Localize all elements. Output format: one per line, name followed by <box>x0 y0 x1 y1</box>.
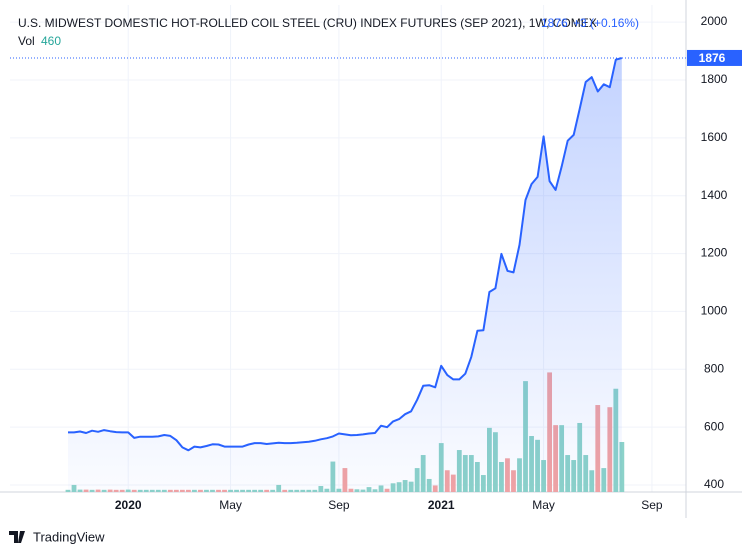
volume-value: 460 <box>41 34 61 48</box>
y-tick-label: 2000 <box>701 14 728 28</box>
y-tick-label: 1800 <box>701 72 728 86</box>
y-tick-label: 1400 <box>701 188 728 202</box>
y-tick-label: 1000 <box>701 304 728 318</box>
brand: TradingView <box>33 529 105 544</box>
price-line <box>68 57 623 452</box>
y-tick-label: 800 <box>704 361 724 375</box>
volume-label: Vol <box>18 34 35 48</box>
price-area <box>68 58 622 492</box>
x-tick-label: Sep <box>641 498 663 512</box>
brand-logo <box>9 531 25 543</box>
volume-bar <box>619 441 625 492</box>
y-tick-label: 600 <box>704 419 724 433</box>
chart-title: U.S. MIDWEST DOMESTIC HOT-ROLLED COIL ST… <box>18 16 597 30</box>
x-tick-label: May <box>219 498 242 512</box>
last-price: 1876 <box>541 16 568 30</box>
x-tick-label: 2020 <box>115 498 142 512</box>
y-tick-label: 1200 <box>701 246 728 260</box>
y-tick-label: 400 <box>704 477 724 491</box>
x-tick-label: May <box>532 498 555 512</box>
x-tick-label: 2021 <box>428 498 455 512</box>
price-change: +3 (+0.16%) <box>573 16 639 30</box>
x-tick-label: Sep <box>328 498 350 512</box>
last-price-box <box>687 49 742 66</box>
y-tick-label: 1600 <box>701 130 728 144</box>
last-price-label: 1876 <box>699 51 726 65</box>
